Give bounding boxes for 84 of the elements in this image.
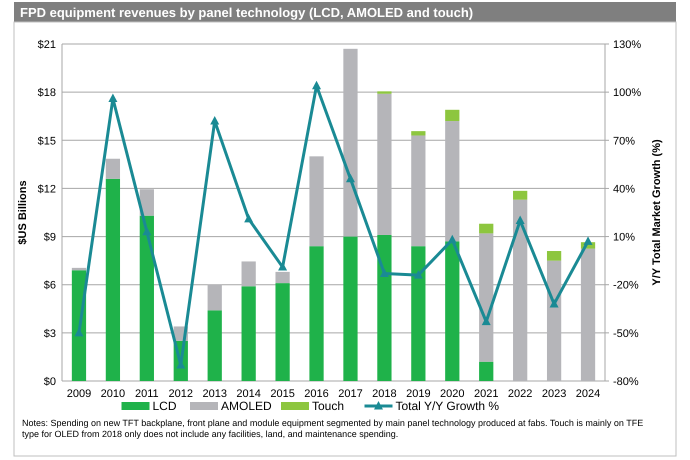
point — [142, 226, 152, 236]
legend-label: AMOLED — [221, 399, 272, 413]
bar — [208, 284, 222, 310]
y-axis-title: $US Billions — [17, 180, 29, 245]
bar — [242, 286, 256, 381]
y2-tick-label: 10% — [613, 232, 636, 244]
x-tick-label: 2018 — [372, 388, 397, 400]
bar — [411, 135, 426, 246]
y2-tick-label: 100% — [613, 87, 642, 100]
point — [516, 216, 525, 224]
bar — [377, 234, 392, 381]
x-tick-label: 2016 — [304, 388, 329, 400]
bar — [546, 260, 562, 381]
bar — [309, 246, 324, 381]
bar — [580, 248, 596, 381]
point — [482, 316, 491, 326]
x-tick-label: 2019 — [406, 388, 431, 400]
bar — [275, 272, 290, 284]
point — [210, 116, 220, 125]
y-tick-label: $15 — [38, 135, 56, 148]
bar — [72, 268, 86, 270]
y-tick-label: $0 — [44, 376, 56, 388]
y-tick-label: $18 — [38, 87, 56, 100]
y2-tick-label: 130% — [613, 39, 642, 51]
point — [448, 234, 457, 244]
bar — [411, 131, 426, 136]
y2-tick-label: 40% — [613, 183, 636, 196]
x-tick-label: 2010 — [100, 388, 126, 400]
bar — [377, 94, 392, 235]
point — [346, 174, 355, 182]
bar — [343, 48, 358, 237]
x-tick-label: 2017 — [338, 388, 363, 400]
bar — [242, 261, 256, 286]
point — [550, 298, 559, 308]
point — [312, 80, 322, 90]
chart-title: FPD equipment revenues by panel technology (LCD, AMOLED and touch) — [20, 5, 474, 20]
y2-tick-label: -50% — [613, 328, 639, 340]
y2-axis-title: Y/Y Total Market Growth (%) — [651, 139, 663, 286]
bar — [411, 246, 426, 381]
x-tick-label: 2011 — [135, 388, 159, 400]
x-tick-label: 2020 — [440, 388, 465, 400]
bar — [445, 110, 460, 122]
bar — [106, 158, 120, 179]
y-tick-label: $12 — [38, 183, 56, 196]
x-tick-label: 2023 — [542, 388, 566, 400]
bar — [513, 200, 528, 381]
x-tick-label: 2021 — [474, 388, 498, 400]
x-tick-label: 2022 — [508, 388, 532, 400]
bar — [546, 251, 562, 261]
y2-tick-label: -20% — [613, 280, 639, 292]
bar — [140, 216, 154, 381]
point — [380, 268, 389, 277]
legend-label: LCD — [152, 399, 177, 413]
point — [414, 270, 423, 279]
bar — [479, 233, 494, 362]
bar — [208, 310, 222, 381]
legend-label: Touch — [312, 399, 344, 413]
point — [108, 94, 118, 102]
point — [584, 236, 593, 245]
y-tick-label: $21 — [38, 39, 56, 51]
point — [244, 214, 254, 222]
x-tick-label: 2012 — [168, 388, 194, 400]
bar — [275, 283, 290, 381]
bar — [445, 121, 460, 242]
bar — [479, 362, 494, 381]
bar — [445, 241, 460, 381]
text: Notes: Spending on new TFT backplane, front plane and module equipment segmented by main panel technology produced at fabs. Touch is mainly on TFE type for OLED from 2018 only does not include any facilities, land, and maintenance spending. — [22, 418, 644, 439]
x-tick-label: 2009 — [66, 388, 92, 400]
bar — [479, 224, 494, 234]
bar — [309, 156, 324, 246]
point — [278, 262, 288, 271]
bar — [513, 190, 528, 200]
y-tick-label: $6 — [44, 280, 56, 292]
y-tick-label: $3 — [44, 328, 56, 340]
bar — [343, 236, 358, 381]
y-tick-label: $9 — [44, 232, 56, 244]
x-tick-label: 2013 — [202, 388, 227, 400]
legend-label: Total Y/Y Growth % — [396, 399, 500, 413]
x-tick-label: 2015 — [270, 388, 295, 400]
x-tick-label: 2014 — [236, 388, 261, 400]
bar — [106, 178, 120, 381]
y2-tick-label: 70% — [613, 135, 636, 148]
y2-tick-label: -80% — [613, 376, 639, 388]
x-tick-label: 2024 — [576, 388, 600, 400]
